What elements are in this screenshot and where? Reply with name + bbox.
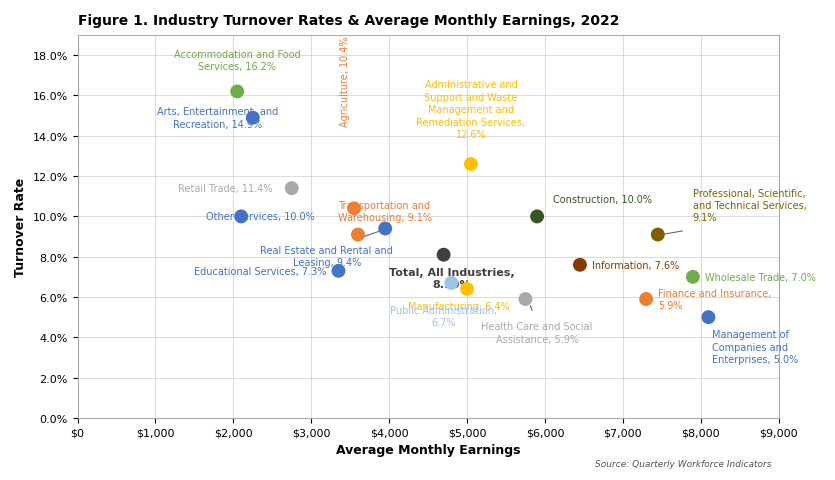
- Text: Source: Quarterly Workforce Indicators: Source: Quarterly Workforce Indicators: [595, 459, 772, 468]
- Point: [701, 314, 715, 322]
- Text: Real Estate and Rental and
Leasing, 9.4%: Real Estate and Rental and Leasing, 9.4%: [261, 245, 393, 267]
- Point: [530, 213, 544, 221]
- Text: Other Services, 10.0%: Other Services, 10.0%: [206, 212, 315, 222]
- Point: [331, 267, 345, 275]
- Text: Arts, Entertainment, and
Recreation, 14.9%: Arts, Entertainment, and Recreation, 14.…: [157, 107, 278, 130]
- Point: [651, 231, 665, 239]
- Point: [285, 185, 298, 192]
- Text: Wholesale Trade, 7.0%: Wholesale Trade, 7.0%: [705, 272, 816, 282]
- Point: [235, 213, 248, 221]
- Text: Retail Trade, 11.4%: Retail Trade, 11.4%: [178, 184, 272, 194]
- Text: Health Care and Social
Assistance, 5.9%: Health Care and Social Assistance, 5.9%: [482, 322, 593, 344]
- Point: [519, 296, 532, 303]
- Text: Agriculture, 10.4%: Agriculture, 10.4%: [341, 36, 351, 126]
- Text: Public Administration,
6.7%: Public Administration, 6.7%: [390, 305, 497, 328]
- Point: [437, 252, 450, 259]
- Point: [246, 115, 260, 122]
- Point: [347, 205, 361, 213]
- Text: Manufacturing, 6.4%: Manufacturing, 6.4%: [408, 301, 510, 312]
- X-axis label: Average Monthly Earnings: Average Monthly Earnings: [336, 444, 520, 456]
- Text: Professional, Scientific,
and Technical Services,
9.1%: Professional, Scientific, and Technical …: [693, 188, 807, 223]
- Point: [230, 88, 244, 96]
- Text: Educational Services, 7.3%: Educational Services, 7.3%: [195, 266, 326, 276]
- Point: [378, 225, 392, 233]
- Point: [352, 231, 365, 239]
- Point: [460, 286, 473, 293]
- Text: Finance and Insurance,
5.9%: Finance and Insurance, 5.9%: [658, 288, 772, 311]
- Text: Accommodation and Food
Services, 16.2%: Accommodation and Food Services, 16.2%: [174, 50, 301, 72]
- Text: Transportation and
Warehousing, 9.1%: Transportation and Warehousing, 9.1%: [338, 201, 433, 223]
- Point: [574, 262, 587, 269]
- Y-axis label: Turnover Rate: Turnover Rate: [14, 178, 27, 276]
- Text: Administrative and
Support and Waste
Management and
Remediation Services,
12.6%: Administrative and Support and Waste Man…: [417, 80, 525, 140]
- Text: Figure 1. Industry Turnover Rates & Average Monthly Earnings, 2022: Figure 1. Industry Turnover Rates & Aver…: [78, 14, 619, 28]
- Text: Management of
Companies and
Enterprises, 5.0%: Management of Companies and Enterprises,…: [712, 330, 798, 364]
- Text: Construction, 10.0%: Construction, 10.0%: [553, 195, 651, 205]
- Text: Total, All Industries,
8.10%: Total, All Industries, 8.10%: [388, 267, 514, 289]
- Text: Information, 7.6%: Information, 7.6%: [592, 260, 679, 270]
- Point: [445, 279, 458, 287]
- Point: [464, 161, 478, 168]
- Point: [640, 296, 653, 303]
- Point: [686, 274, 700, 281]
